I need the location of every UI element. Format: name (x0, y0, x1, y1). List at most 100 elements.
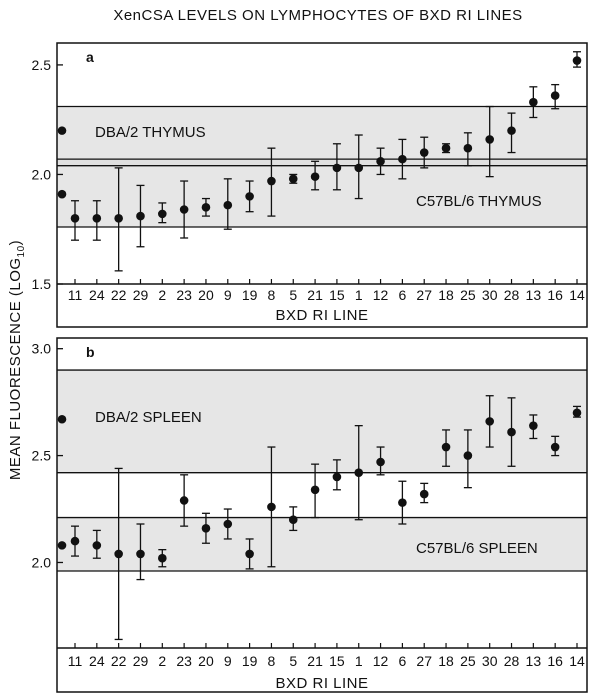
x-tick-label: 9 (224, 287, 232, 303)
data-point (529, 97, 538, 107)
x-tick-label: 13 (526, 287, 542, 303)
x-tick-label: 15 (329, 653, 345, 669)
data-point (507, 427, 516, 437)
x-tick-label: 20 (198, 653, 214, 669)
x-tick-label: 20 (198, 287, 214, 303)
data-point (288, 174, 298, 184)
data-point (507, 126, 516, 135)
x-tick-label: 25 (460, 653, 476, 669)
data-point (201, 523, 211, 533)
data-point (463, 143, 473, 153)
reference-band-2 (57, 159, 587, 228)
data-point (376, 457, 385, 467)
x-tick-label: 24 (89, 653, 105, 669)
x-tick-label: 27 (416, 653, 432, 669)
x-tick-label: 9 (224, 653, 232, 669)
data-point (485, 417, 494, 426)
x-tick-label: 23 (176, 287, 192, 303)
data-point (441, 442, 451, 452)
reference-band-1 (57, 106, 587, 166)
reference-mean-marker-2 (57, 189, 67, 199)
x-tick-label: 18 (438, 287, 454, 303)
y-tick-label: 2.0 (32, 554, 52, 570)
x-tick-label: 28 (504, 653, 520, 669)
y-tick-label: 2.0 (32, 166, 52, 182)
panel-b-spleen: DBA/2 SPLEEN C57BL/6 SPLEEN b 2.0 2.5 3.0 11 24… (32, 337, 588, 693)
x-tick-label: 29 (133, 287, 149, 303)
x-tick-label: 12 (373, 287, 389, 303)
data-point (70, 213, 80, 223)
data-point (288, 515, 298, 525)
y-axis-label-close: ) (7, 240, 24, 246)
data-point (354, 163, 364, 173)
data-point (114, 213, 123, 223)
panel-frame (56, 42, 588, 328)
reference-mean-marker-1 (57, 126, 67, 135)
x-tick-label: 18 (438, 653, 454, 669)
x-tick-label: 1 (355, 287, 363, 303)
y-tick-label: 2.5 (32, 448, 52, 464)
x-tick-label: 28 (504, 287, 520, 303)
x-tick-label: 13 (526, 653, 542, 669)
x-tick-label: 30 (482, 287, 498, 303)
data-point (179, 205, 189, 214)
data-point (310, 485, 320, 495)
x-tick-label: 6 (398, 653, 406, 669)
x-tick-label: 1 (355, 653, 363, 669)
data-point (529, 421, 538, 430)
x-tick-label: 8 (268, 653, 276, 669)
x-axis-label: BXD RI LINE (275, 675, 368, 692)
x-tick-label: 24 (89, 287, 105, 303)
x-tick-label: 2 (158, 653, 166, 669)
reference-band-label-1: DBA/2 THYMUS (95, 124, 206, 141)
x-tick-label: 27 (416, 287, 432, 303)
x-tick-label: 14 (569, 653, 585, 669)
reference-band-label-2: C57BL/6 SPLEEN (416, 540, 538, 557)
x-tick-label: 11 (68, 287, 83, 303)
data-point (441, 143, 451, 153)
y-tick-label: 3.0 (32, 341, 52, 357)
y-axis-label-main: MEAN FLUORESCENCE (LOG (7, 257, 24, 480)
x-tick-label: 29 (133, 653, 149, 669)
x-tick-label: 19 (242, 653, 258, 669)
data-point (245, 192, 254, 201)
data-point (223, 200, 233, 210)
data-point (572, 56, 582, 65)
x-tick-label: 23 (176, 653, 192, 669)
panel-letter: b (86, 344, 95, 360)
x-tick-label: 8 (268, 287, 276, 303)
x-tick-label: 12 (373, 653, 389, 669)
data-point (136, 549, 145, 559)
y-tick-label: 1.5 (32, 276, 52, 292)
data-point (267, 176, 276, 186)
x-tick-label: 5 (289, 653, 297, 669)
reference-band-label-2: C57BL/6 THYMUS (416, 193, 542, 210)
reference-band-label-1: DBA/2 SPLEEN (95, 409, 202, 426)
data-point (310, 172, 320, 181)
data-point (92, 541, 102, 550)
data-point (485, 135, 494, 144)
data-point (463, 451, 473, 460)
data-point (332, 472, 342, 482)
x-tick-label: 21 (307, 653, 323, 669)
data-point (158, 553, 167, 563)
data-point (92, 213, 102, 223)
x-tick-label: 14 (569, 287, 585, 303)
data-point (267, 502, 276, 512)
data-point (158, 209, 167, 219)
data-point (376, 157, 385, 166)
data-point (398, 498, 407, 507)
x-tick-label: 19 (242, 287, 258, 303)
data-point (201, 203, 211, 212)
x-tick-label: 21 (307, 287, 323, 303)
data-point (550, 442, 560, 452)
data-point (245, 549, 254, 559)
data-point (223, 519, 233, 529)
x-axis-label: BXD RI LINE (275, 307, 368, 324)
data-point (419, 489, 429, 499)
data-point (136, 211, 145, 221)
data-point (398, 154, 407, 164)
data-point (179, 496, 189, 505)
x-tick-label: 5 (289, 287, 297, 303)
